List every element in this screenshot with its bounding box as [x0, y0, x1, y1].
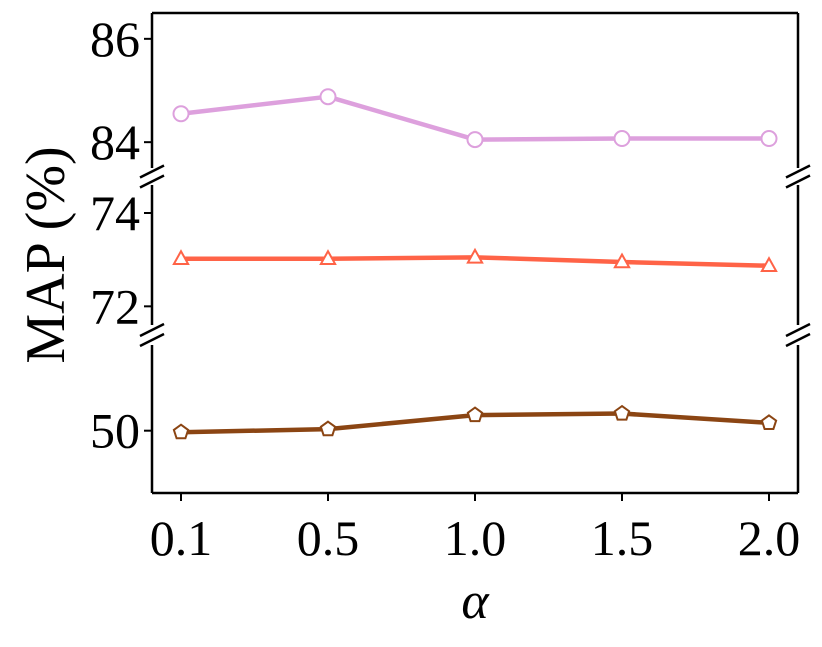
series-lines [172, 88, 778, 440]
y-tick-label: 74 [90, 185, 140, 241]
axis-break-mark [785, 164, 811, 179]
data-point-pentagon [319, 420, 337, 437]
y-tick-label: 50 [90, 403, 140, 459]
axis-break-mark [139, 164, 165, 179]
data-point-pentagon [466, 406, 484, 423]
data-point-circle [466, 131, 484, 149]
data-point-circle [319, 88, 337, 106]
data-point-pentagon [172, 423, 190, 440]
data-point-circle [172, 105, 190, 123]
y-tick-label: 86 [90, 11, 140, 67]
y-tick-label: 84 [90, 114, 140, 170]
axes [139, 11, 811, 495]
x-axis-label: α [461, 573, 490, 630]
data-point-triangle [466, 247, 484, 264]
data-point-pentagon [613, 404, 631, 421]
axis-break-mark [785, 332, 811, 348]
x-tick-label: 0.1 [150, 510, 213, 566]
axis-ticks: 84 86 72 74 500.1 0.5 1.0 1.5 2.0 [90, 11, 800, 566]
x-tick-label: 2.0 [738, 510, 801, 566]
axis-break-mark [139, 332, 165, 348]
y-axis-label: MAP (%) [15, 146, 77, 363]
data-point-triangle [613, 252, 631, 269]
data-point-triangle [172, 249, 190, 265]
axis-break-mark [785, 174, 811, 189]
data-point-pentagon [760, 414, 778, 430]
data-point-triangle [319, 249, 337, 265]
data-point-circle [613, 130, 631, 148]
axis-break-mark [139, 174, 165, 189]
x-tick-label: 0.5 [297, 510, 360, 566]
data-point-triangle [760, 256, 778, 272]
axis-break-mark [139, 322, 165, 338]
axis-break-mark [785, 322, 811, 338]
y-tick-label: 72 [90, 278, 140, 334]
x-tick-label: 1.0 [444, 510, 507, 566]
x-tick-label: 1.5 [591, 510, 654, 566]
data-point-circle [760, 130, 778, 148]
